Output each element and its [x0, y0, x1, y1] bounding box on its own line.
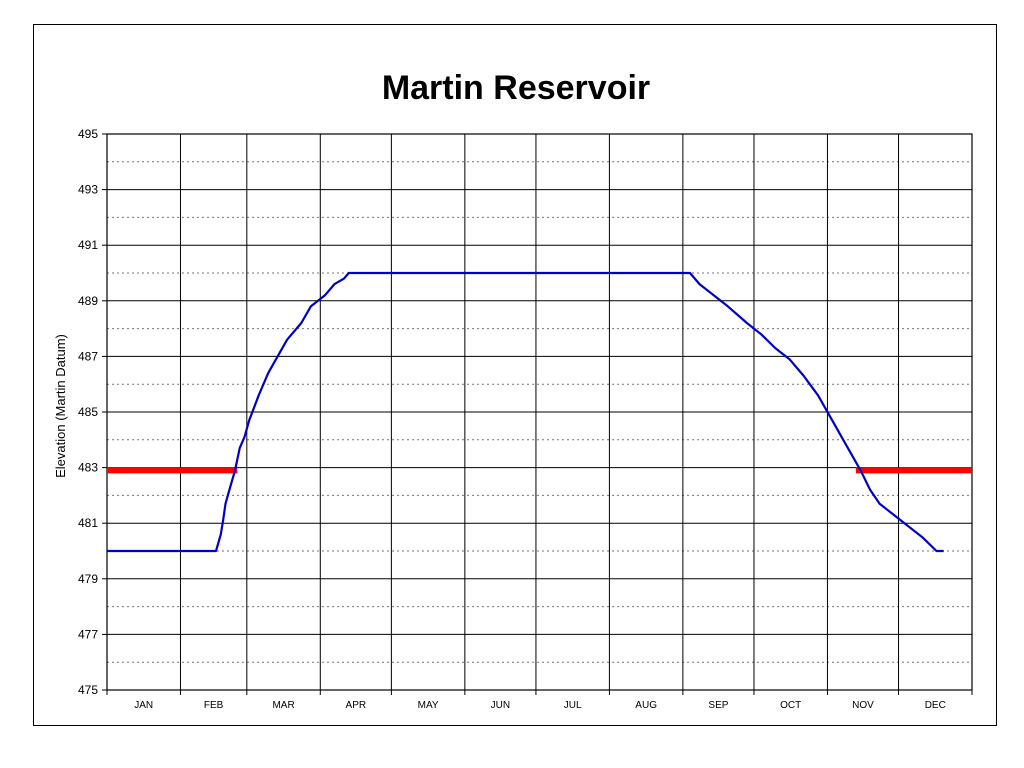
y-axis-label: Elevation (Martin Datum): [53, 334, 68, 478]
x-tick-label: APR: [346, 700, 367, 711]
x-tick-label: OCT: [780, 700, 801, 711]
y-tick-label: 479: [78, 572, 98, 586]
x-tick-label: JUL: [564, 700, 582, 711]
x-tick-label: JAN: [134, 700, 153, 711]
y-tick-label: 487: [78, 349, 98, 363]
y-tick-label: 495: [78, 127, 98, 141]
series-line-elevation: [107, 271, 944, 553]
y-tick-label: 491: [78, 238, 98, 252]
x-tick-label: NOV: [852, 700, 874, 711]
x-tick-label: SEP: [708, 700, 728, 711]
x-tick-label: MAR: [272, 700, 294, 711]
chart-title: Martin Reservoir: [382, 69, 650, 107]
x-tick-label: JUN: [491, 700, 510, 711]
y-tick-label: 483: [78, 461, 98, 475]
y-tick-label: 493: [78, 183, 98, 197]
chart-svg: Martin Reservoir 475 477 479 481 483 485 487 48…: [53, 69, 973, 711]
major-gridlines: [107, 189, 972, 635]
y-axis-ticks: 475 477 479 481 483 485 487 489 491 493 495: [78, 127, 107, 697]
chart-frame: Martin Reservoir 475 477 479 481 483 485 487 48…: [33, 24, 997, 726]
x-tick-label: FEB: [204, 700, 224, 711]
y-tick-label: 485: [78, 405, 98, 419]
x-tick-label: AUG: [635, 700, 657, 711]
y-tick-label: 489: [78, 294, 98, 308]
y-tick-label: 481: [78, 516, 98, 530]
y-tick-label: 477: [78, 627, 98, 641]
x-tick-label: MAY: [418, 700, 439, 711]
x-axis-month-labels: JAN FEB MAR APR MAY JUN JUL AUG SEP OCT NOV DEC: [106, 690, 973, 711]
x-tick-label: DEC: [925, 700, 946, 711]
y-tick-label: 475: [78, 683, 98, 697]
series-layer: [107, 271, 972, 553]
